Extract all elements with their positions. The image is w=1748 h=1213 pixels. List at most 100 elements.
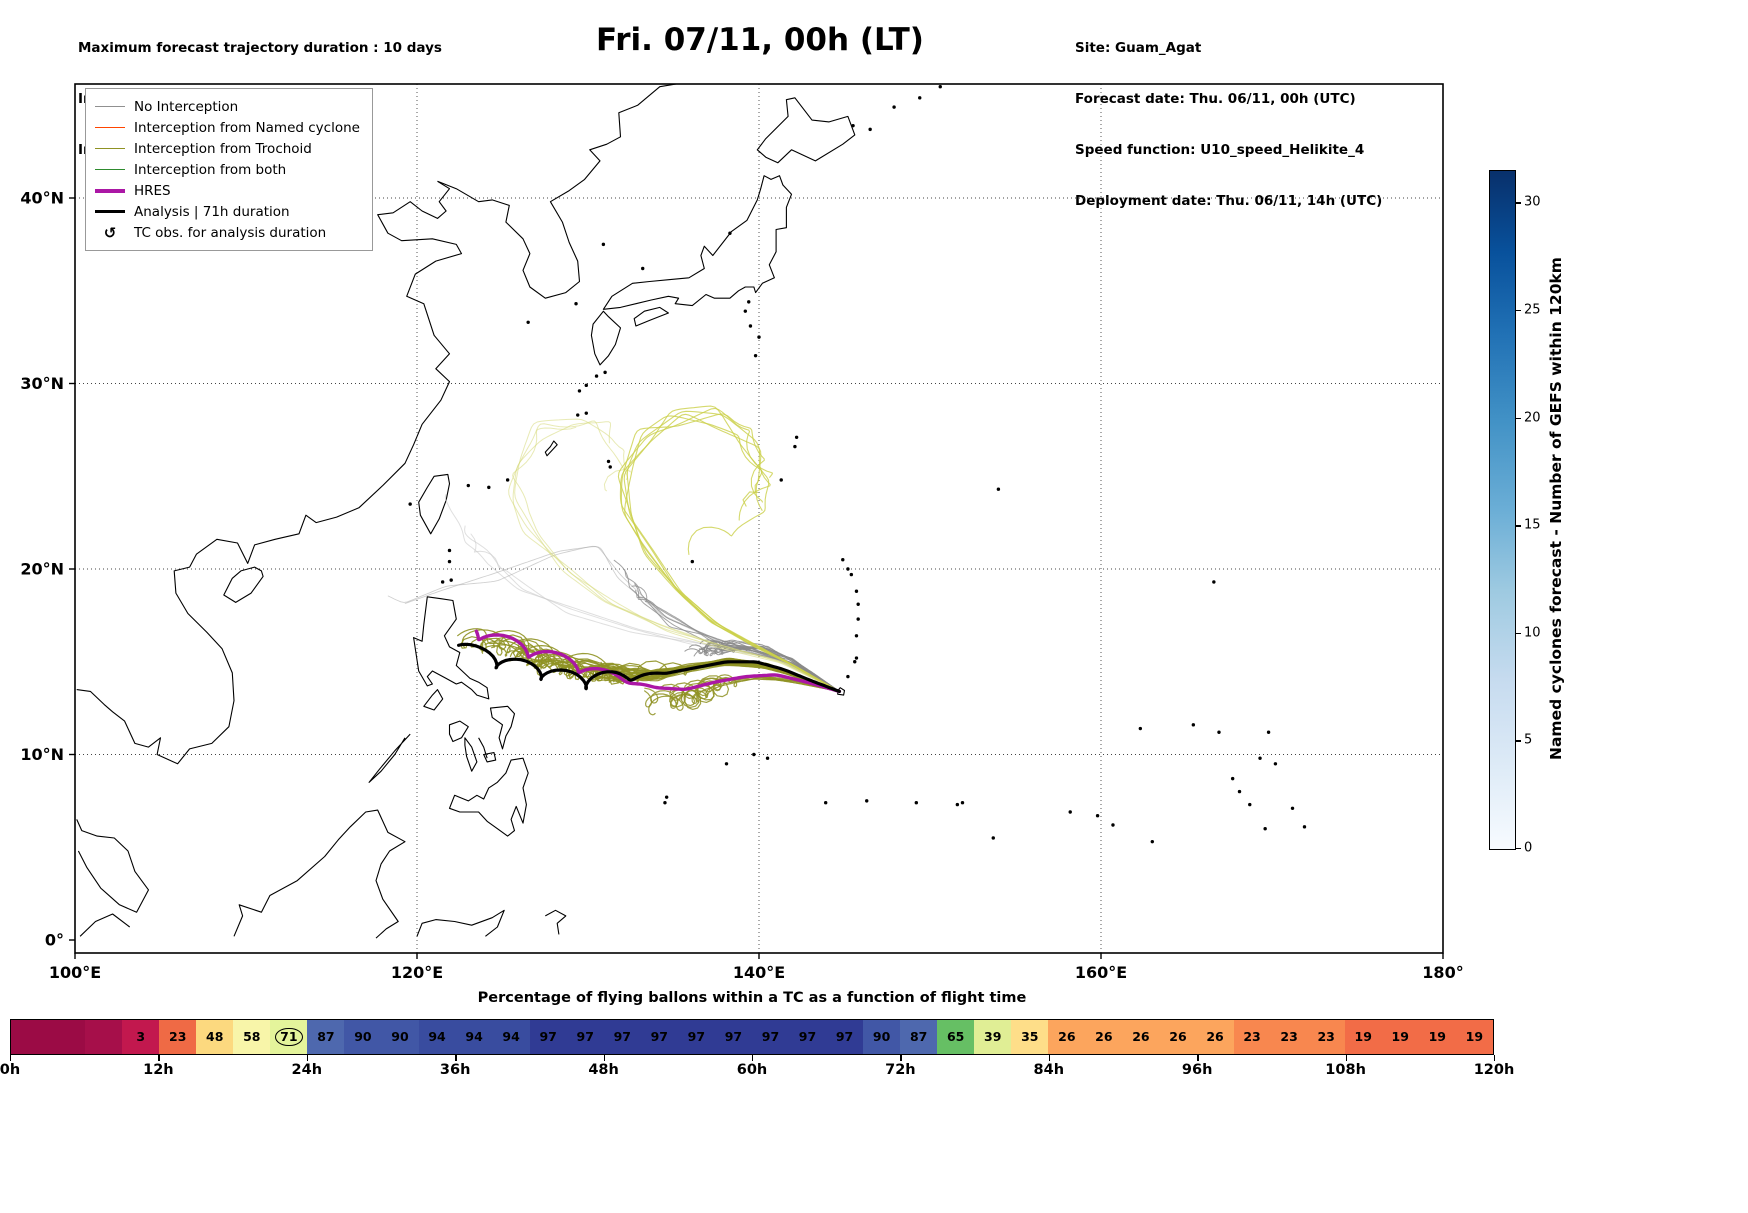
island-dot [606, 459, 611, 464]
trajectory-gray-short [706, 639, 840, 692]
strip-cell-value: 3 [136, 1028, 146, 1044]
strip-tick-label: 96h [1181, 1062, 1213, 1078]
strip-cell: 94 [455, 1020, 493, 1054]
coastline-panay [448, 720, 469, 743]
strip-cell: 87 [900, 1020, 938, 1054]
y-tick-label: 40°N [20, 189, 64, 208]
legend-item-6: ↺ TC obs. for analysis duration [95, 222, 360, 243]
site-text: Site: Guam_Agat [1075, 40, 1202, 56]
island-dot [892, 105, 896, 109]
strip-tick-label: 12h [143, 1062, 174, 1078]
coastline-honshu [602, 175, 793, 310]
island-dot [1230, 776, 1235, 781]
colorbar-tick-mark [1516, 417, 1521, 419]
strip-tick-mark [752, 1055, 754, 1061]
colorbar-tick-label: 15 [1524, 517, 1541, 533]
x-tick-label: 180° [1422, 963, 1463, 982]
island-dot [849, 572, 854, 577]
y-tick-label: 10°N [20, 745, 64, 764]
x-tick-label: 140°E [733, 963, 785, 982]
island-dot [868, 127, 872, 132]
strip-cell-value: 87 [909, 1028, 928, 1044]
island-dot [1258, 756, 1262, 760]
strip-cell-value: 39 [984, 1028, 1002, 1044]
island-dot [408, 502, 412, 506]
coastline-halmahera [545, 909, 567, 935]
strip-cell-value: 19 [1354, 1028, 1372, 1044]
coastline-luzon [413, 596, 490, 700]
island-dot [752, 752, 756, 757]
island-dot [1212, 580, 1216, 584]
colorbar-tick-label: 20 [1524, 410, 1541, 426]
y-tick-label: 30°N [20, 374, 64, 393]
trajectory-olive-main [461, 629, 840, 692]
legend-item-5: Analysis | 71h duration [95, 201, 360, 222]
strip-cell-value: 97 [835, 1028, 854, 1044]
strip-cell-value: 97 [724, 1028, 743, 1044]
strip-cell: 26 [1048, 1020, 1086, 1054]
coastline-kyushu [590, 310, 622, 366]
legend-line-sample [95, 168, 125, 171]
strip-cell: 97 [788, 1020, 827, 1054]
coastline-shikoku [633, 306, 669, 327]
trajectory-yellow-north [620, 413, 840, 692]
strip-tick-mark [1197, 1055, 1199, 1061]
island-dot [865, 799, 869, 803]
strip-cell-value: 19 [1391, 1028, 1409, 1044]
strip-cell: 19 [1381, 1020, 1419, 1054]
island-dot [505, 478, 510, 482]
strip-cell-value: 23 [169, 1028, 187, 1044]
strip-cell-value: 87 [317, 1028, 335, 1044]
strip-cell: 97 [640, 1020, 678, 1054]
strip-cell-value: 26 [1058, 1028, 1076, 1044]
tc-obs-icon: ↺ [103, 223, 117, 242]
deployment-date-text: Deployment date: Thu. 06/11, 14h (UTC) [1075, 193, 1383, 209]
strip-cell-value: 26 [1132, 1028, 1150, 1044]
strip-tick-mark [1494, 1055, 1496, 1061]
strip-cell [85, 1020, 123, 1054]
legend-line-sample [95, 126, 125, 129]
trajectory-yellow-taiwan [512, 421, 840, 692]
strip-cell-value: 48 [206, 1028, 224, 1044]
colorbar-tick-label: 10 [1524, 625, 1541, 641]
coastlines [76, 84, 1307, 939]
strip-cell: 23 [1233, 1020, 1271, 1054]
strip-tick-label: 120h [1473, 1062, 1515, 1078]
island-dot [1273, 762, 1278, 766]
strip-cell: 48 [196, 1020, 234, 1054]
strip-cell: 90 [344, 1020, 382, 1054]
strip-cell-value: 65 [946, 1028, 965, 1044]
island-dot [1138, 726, 1143, 731]
strip-tick-mark [1345, 1055, 1347, 1061]
strip-tick-mark [455, 1055, 457, 1061]
island-dot [991, 836, 995, 840]
coastline-hokkaido [756, 97, 856, 164]
island-dot [856, 617, 860, 621]
coastline-malay-peninsula [76, 819, 150, 913]
island-dot [576, 413, 580, 417]
strip-tick-label: 48h [588, 1062, 619, 1078]
strip-cell-value: 90 [872, 1028, 891, 1044]
strip-tick-label: 108h [1325, 1062, 1366, 1078]
strip-tick-mark [158, 1055, 160, 1061]
coastline-cebu [478, 737, 488, 759]
island-dot [1191, 723, 1196, 727]
island-dot [996, 487, 1001, 491]
strip-tick-label: 60h [736, 1062, 768, 1078]
coastline-korea-russia [437, 84, 680, 299]
coastline-samar-leyte [489, 705, 516, 750]
forecast-date-text: Forecast date: Thu. 06/11, 00h (UTC) [1075, 91, 1356, 107]
island-dot [577, 389, 582, 393]
strip-cell-value: 23 [1317, 1028, 1335, 1044]
strip-cell: 65 [937, 1020, 975, 1054]
legend-label: Analysis | 71h duration [134, 203, 290, 220]
strip-cell-value: 97 [687, 1028, 706, 1044]
strip-cell-value: 35 [1021, 1028, 1039, 1044]
strip-cell: 23 [1270, 1020, 1308, 1054]
island-dot [918, 96, 922, 100]
island-dot [447, 548, 452, 553]
island-dot [690, 559, 695, 564]
legend-label: TC obs. for analysis duration [134, 224, 327, 241]
strip-cell-value: 26 [1095, 1028, 1113, 1044]
